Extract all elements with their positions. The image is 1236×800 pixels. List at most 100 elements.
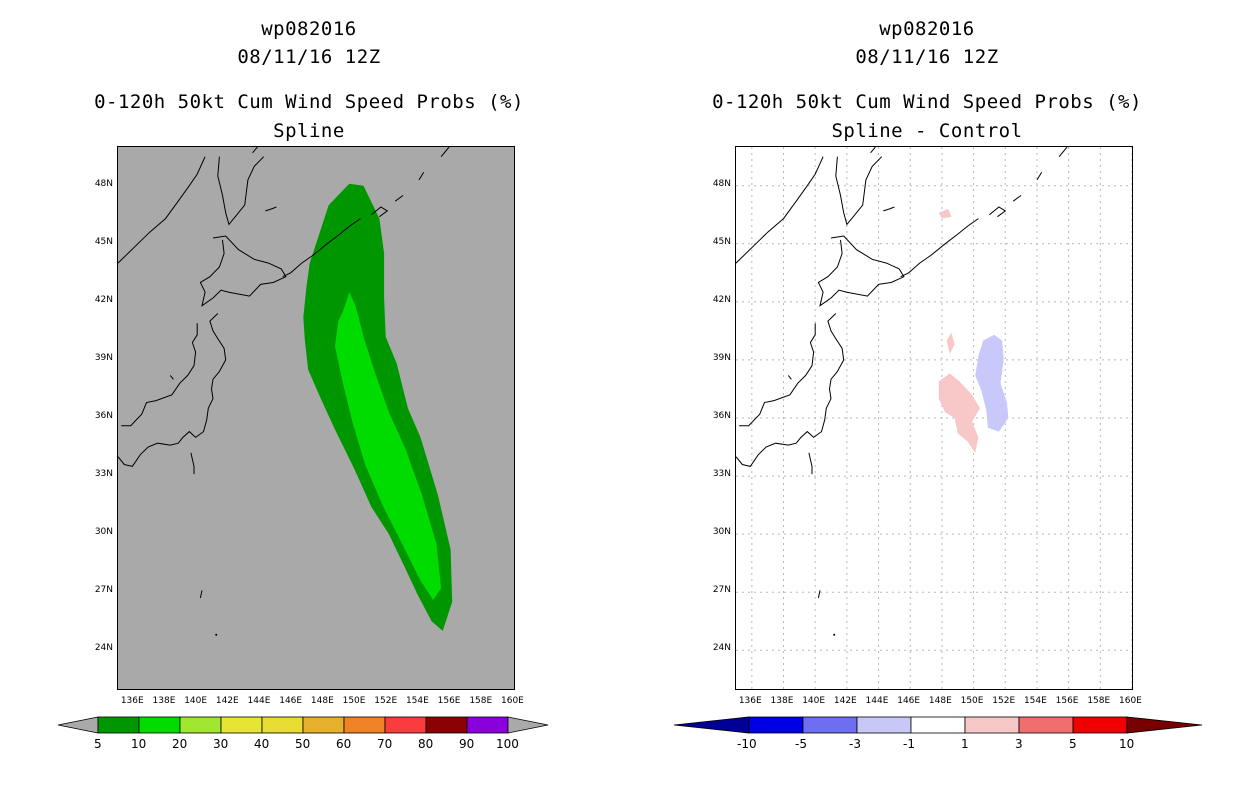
- x-tick-label: 144E: [247, 696, 271, 706]
- difference-map: [735, 146, 1133, 690]
- coastline: [118, 156, 206, 264]
- y-tick-label: 24N: [94, 643, 113, 654]
- colorbar-label: 100: [496, 737, 519, 751]
- coastline: [739, 323, 816, 427]
- x-tick-label: 148E: [928, 696, 952, 706]
- x-tick-label: 160E: [501, 696, 524, 706]
- colorbar-label: 40: [254, 737, 270, 751]
- x-tick-label: 140E: [184, 696, 208, 706]
- colorbar-segment: [466, 716, 509, 734]
- difference-map-plot: [736, 147, 1132, 689]
- x-tick-label: 156E: [1055, 696, 1079, 706]
- x-tick-label: 158E: [469, 696, 493, 706]
- coastline: [252, 147, 258, 154]
- colorbar-high-end: [1126, 716, 1203, 734]
- coastline: [817, 590, 821, 599]
- contour-region--3to-1: [975, 334, 1009, 432]
- colorbar-label: 70: [377, 737, 393, 751]
- coastline: [169, 375, 174, 380]
- x-tick-label: 142E: [215, 696, 239, 706]
- coastline: [900, 218, 979, 278]
- x-tick-label: 146E: [897, 696, 921, 706]
- coastline: [736, 313, 845, 467]
- coastline: [217, 156, 265, 226]
- y-tick-label: 42N: [94, 294, 113, 305]
- coastline: [440, 147, 450, 158]
- y-tick-label: 30N: [94, 527, 113, 538]
- colorbar-label: 1: [961, 737, 969, 751]
- y-tick-label: 36N: [712, 411, 731, 421]
- colorbar-segment: [856, 716, 912, 734]
- colorbar-label: -1: [903, 737, 915, 751]
- colorbar-label: 30: [213, 737, 229, 751]
- colorbar-segment: [138, 716, 181, 734]
- colorbar-high-end: [507, 716, 549, 734]
- method-title: Spline - Control: [831, 120, 1023, 142]
- x-tick-label: 136E: [120, 696, 144, 706]
- colorbar-segment: [802, 716, 858, 734]
- colorbar-segment: [425, 716, 468, 734]
- colorbar-label: 50: [295, 737, 311, 751]
- y-tick-label: 39N: [94, 352, 113, 363]
- coastline: [118, 313, 227, 467]
- x-tick-label: 150E: [342, 696, 366, 706]
- datetime-title: 08/11/16 12Z: [855, 46, 999, 68]
- y-tick-label: 33N: [712, 469, 731, 480]
- y-tick-label: 48N: [94, 178, 113, 189]
- product-title: 0-120h 50kt Cum Wind Speed Probs (%): [94, 91, 524, 113]
- x-tick-label: 146E: [279, 696, 303, 706]
- colorbar-segment: [964, 716, 1020, 734]
- contour-region-1to3: [938, 208, 952, 219]
- x-tick-label: 152E: [992, 696, 1016, 706]
- y-tick-label: 36N: [94, 411, 113, 421]
- coastline: [199, 590, 203, 599]
- coastline: [265, 206, 277, 212]
- colorbar-segment: [179, 716, 222, 734]
- y-tick-label: 45N: [94, 236, 113, 247]
- colorbar-segment: [220, 716, 263, 734]
- colorbar-segment: [1018, 716, 1074, 734]
- y-tick-label: 45N: [712, 236, 731, 247]
- colorbar-label: 10: [1119, 737, 1135, 751]
- y-tick-label: 39N: [712, 352, 731, 363]
- x-tick-label: 136E: [738, 696, 762, 706]
- x-tick-label: 154E: [1023, 696, 1047, 706]
- y-tick-label: 27N: [94, 585, 113, 596]
- coastline: [817, 235, 905, 307]
- x-tick-label: 148E: [310, 696, 334, 706]
- colorbar-label: 5: [94, 737, 102, 751]
- x-tick-label: 154E: [405, 696, 429, 706]
- spline-panel: wp082016 08/11/16 12Z 0-120h 50kt Cum Wi…: [58, 18, 549, 751]
- coastline-islet: [833, 633, 836, 636]
- x-tick-label: 142E: [833, 696, 857, 706]
- colorbar-segment: [343, 716, 386, 734]
- colorbar-label: -10: [737, 737, 757, 751]
- coastline: [282, 218, 361, 278]
- y-tick-label: 33N: [94, 469, 113, 480]
- colorbar-label: 10: [131, 737, 147, 751]
- colorbar-label: -5: [795, 737, 807, 751]
- coastline: [883, 206, 895, 212]
- colorbar-bar: [58, 716, 549, 734]
- colorbar-label: 80: [418, 737, 434, 751]
- coastline: [121, 323, 198, 427]
- colorbar-segment: [302, 716, 345, 734]
- map-background: [118, 147, 514, 689]
- contour-region-1to3: [946, 332, 955, 355]
- x-tick-label: 158E: [1087, 696, 1111, 706]
- x-tick-label: 140E: [802, 696, 826, 706]
- coastline: [371, 206, 389, 218]
- colorbar-segment: [97, 716, 140, 734]
- x-tick-label: 156E: [437, 696, 461, 706]
- x-tick-label: 152E: [374, 696, 398, 706]
- coastline: [199, 235, 287, 307]
- coastline: [870, 147, 876, 154]
- colorbar-low-end: [58, 716, 99, 734]
- coastline: [1012, 194, 1022, 202]
- colorbar-label: 90: [459, 737, 475, 751]
- coastline: [808, 452, 813, 475]
- storm-id-title: wp082016: [261, 18, 357, 40]
- probability-map: [117, 146, 515, 690]
- colorbar-label: 3: [1015, 737, 1023, 751]
- product-title: 0-120h 50kt Cum Wind Speed Probs (%): [712, 91, 1142, 113]
